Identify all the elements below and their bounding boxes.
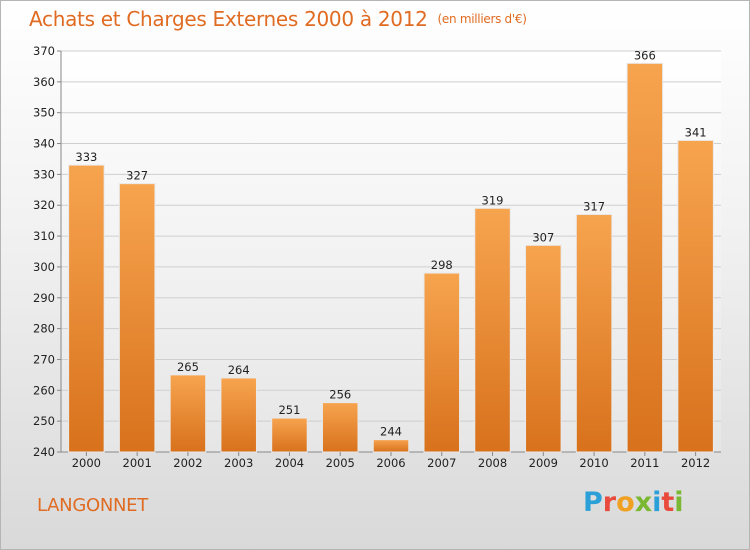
logo-letter: x bbox=[634, 487, 653, 518]
y-tick-label: 250 bbox=[33, 414, 55, 428]
bar-value-label: 298 bbox=[431, 258, 453, 272]
chart-unit: (en milliers d'€) bbox=[437, 12, 527, 26]
bar bbox=[677, 139, 714, 453]
y-tick-label: 340 bbox=[33, 137, 55, 151]
x-tick-label: 2001 bbox=[123, 456, 152, 470]
x-tick-label: 2008 bbox=[478, 456, 507, 470]
y-tick-label: 280 bbox=[33, 322, 55, 336]
logo-letter: i bbox=[674, 487, 684, 518]
plot-background bbox=[61, 51, 721, 452]
bar-value-label: 307 bbox=[532, 230, 554, 244]
bar bbox=[68, 164, 105, 453]
x-tick-label: 2006 bbox=[376, 456, 405, 470]
y-tick-label: 320 bbox=[33, 198, 55, 212]
bar-value-label: 256 bbox=[329, 388, 351, 402]
x-tick-label: 2012 bbox=[681, 456, 710, 470]
y-tick-label: 300 bbox=[33, 260, 55, 274]
bar bbox=[169, 374, 207, 453]
bar bbox=[474, 207, 511, 453]
y-tick-label: 290 bbox=[33, 291, 55, 305]
bar-value-label: 265 bbox=[177, 360, 199, 374]
x-tick-label: 2000 bbox=[72, 456, 101, 470]
bar-value-label: 264 bbox=[228, 363, 250, 377]
bar bbox=[118, 183, 156, 453]
chart-title-text: Achats et Charges Externes 2000 à 2012 bbox=[29, 7, 428, 31]
x-tick-label: 2011 bbox=[630, 456, 659, 470]
logo-letter: i bbox=[652, 487, 662, 518]
logo-letter: t bbox=[661, 487, 675, 518]
bar-value-label: 251 bbox=[278, 403, 300, 417]
chart-title: Achats et Charges Externes 2000 à 2012 (e… bbox=[29, 7, 527, 31]
y-tick-label: 260 bbox=[33, 383, 55, 397]
logo-letter: o bbox=[616, 487, 635, 518]
y-tick-label: 330 bbox=[33, 167, 55, 181]
x-tick-label: 2005 bbox=[326, 456, 355, 470]
y-tick-label: 310 bbox=[33, 229, 55, 243]
bar bbox=[271, 417, 308, 453]
bar-value-label: 244 bbox=[380, 425, 402, 439]
x-tick-label: 2009 bbox=[529, 456, 558, 470]
y-tick-label: 350 bbox=[33, 106, 55, 120]
bar-value-label: 341 bbox=[685, 125, 707, 139]
bar bbox=[423, 272, 461, 453]
bar bbox=[321, 402, 359, 453]
y-tick-label: 240 bbox=[33, 445, 55, 459]
bar-value-label: 333 bbox=[75, 150, 97, 164]
bar bbox=[525, 244, 562, 453]
bar-value-label: 319 bbox=[482, 193, 504, 207]
bar bbox=[575, 213, 613, 453]
commune-name: LANGONNET bbox=[37, 495, 148, 516]
x-tick-label: 2007 bbox=[427, 456, 456, 470]
bar-value-label: 327 bbox=[126, 169, 148, 183]
x-tick-label: 2002 bbox=[173, 456, 202, 470]
bar bbox=[372, 439, 410, 453]
bar-value-label: 317 bbox=[583, 199, 605, 213]
y-tick-label: 360 bbox=[33, 75, 55, 89]
logo-letter: P bbox=[583, 487, 603, 518]
bar bbox=[626, 62, 664, 453]
x-tick-label: 2010 bbox=[579, 456, 608, 470]
bar bbox=[220, 377, 257, 453]
logo-letter: r bbox=[602, 487, 617, 518]
y-tick-label: 270 bbox=[33, 352, 55, 366]
plot-area: 240 250 260 270 280 290 300 310 320 330 340 350 360 3… bbox=[33, 44, 721, 470]
bar-value-label: 366 bbox=[634, 48, 656, 62]
proxiti-logo: Proxiti bbox=[583, 487, 684, 518]
y-tick-label: 370 bbox=[33, 44, 55, 58]
x-tick-label: 2003 bbox=[224, 456, 253, 470]
x-tick-label: 2004 bbox=[275, 456, 304, 470]
